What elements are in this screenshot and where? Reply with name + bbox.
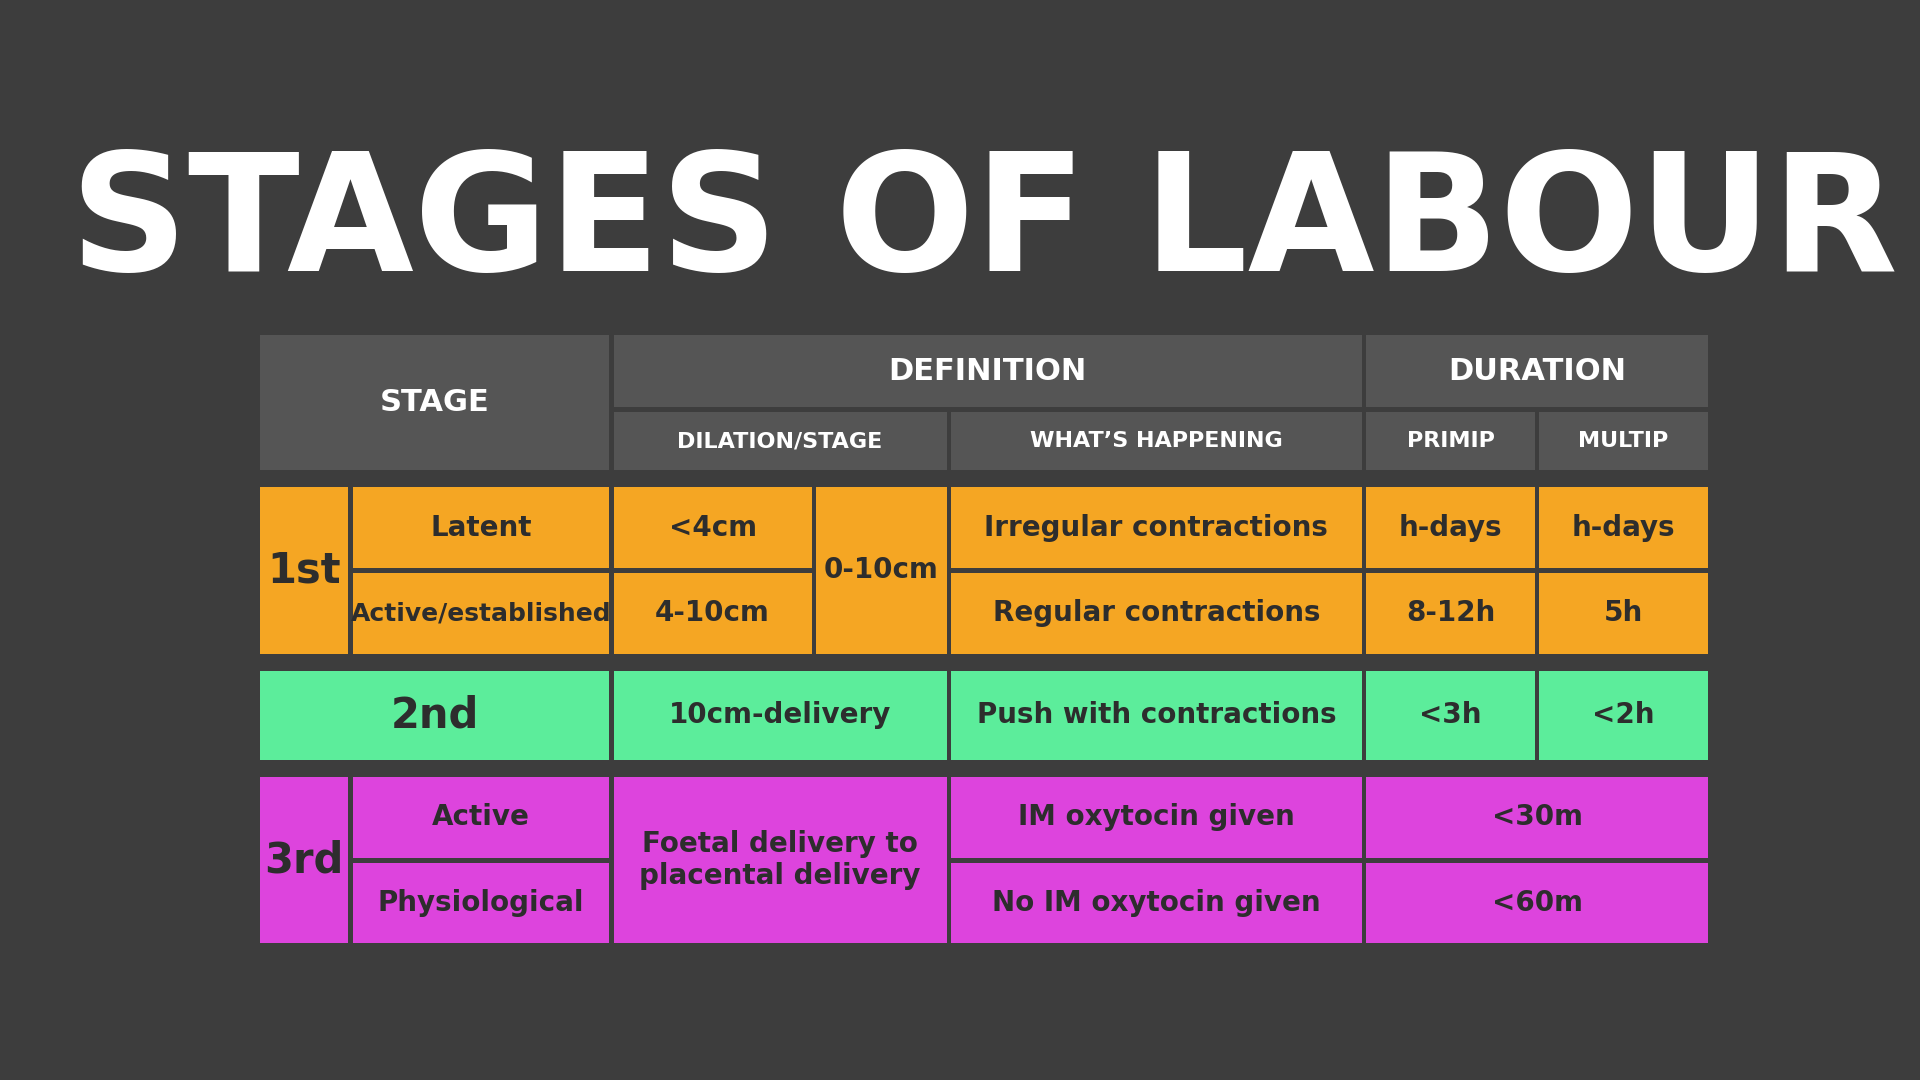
Text: 2nd: 2nd bbox=[390, 694, 478, 737]
FancyBboxPatch shape bbox=[353, 863, 609, 943]
Text: STAGE: STAGE bbox=[380, 388, 490, 417]
FancyBboxPatch shape bbox=[1367, 487, 1534, 568]
FancyBboxPatch shape bbox=[1367, 777, 1709, 858]
Text: 8-12h: 8-12h bbox=[1405, 599, 1496, 627]
Text: 4-10cm: 4-10cm bbox=[655, 599, 770, 627]
FancyBboxPatch shape bbox=[1367, 671, 1534, 759]
Text: <30m: <30m bbox=[1492, 804, 1582, 832]
Text: IM oxytocin given: IM oxytocin given bbox=[1018, 804, 1294, 832]
FancyBboxPatch shape bbox=[614, 335, 1361, 407]
Text: Foetal delivery to
placental delivery: Foetal delivery to placental delivery bbox=[639, 829, 922, 890]
FancyBboxPatch shape bbox=[614, 413, 947, 470]
Text: 5h: 5h bbox=[1603, 599, 1644, 627]
FancyBboxPatch shape bbox=[353, 777, 609, 858]
FancyBboxPatch shape bbox=[1540, 671, 1709, 759]
FancyBboxPatch shape bbox=[1540, 572, 1709, 653]
FancyBboxPatch shape bbox=[1367, 863, 1709, 943]
FancyBboxPatch shape bbox=[950, 863, 1361, 943]
FancyBboxPatch shape bbox=[353, 487, 609, 568]
Text: STAGES OF LABOUR: STAGES OF LABOUR bbox=[69, 146, 1899, 305]
FancyBboxPatch shape bbox=[950, 671, 1361, 759]
Text: Active: Active bbox=[432, 804, 530, 832]
Text: 0-10cm: 0-10cm bbox=[824, 556, 939, 584]
Text: DURATION: DURATION bbox=[1448, 356, 1626, 386]
Text: 1st: 1st bbox=[267, 550, 342, 592]
Text: DILATION/STAGE: DILATION/STAGE bbox=[678, 431, 883, 451]
Text: 3rd: 3rd bbox=[265, 839, 344, 881]
FancyBboxPatch shape bbox=[1540, 487, 1709, 568]
FancyBboxPatch shape bbox=[1540, 413, 1709, 470]
FancyBboxPatch shape bbox=[259, 777, 348, 943]
Text: Irregular contractions: Irregular contractions bbox=[985, 514, 1329, 541]
FancyBboxPatch shape bbox=[1367, 572, 1534, 653]
FancyBboxPatch shape bbox=[614, 572, 812, 653]
Text: <4cm: <4cm bbox=[668, 514, 756, 541]
Text: No IM oxytocin given: No IM oxytocin given bbox=[993, 889, 1321, 917]
Text: Push with contractions: Push with contractions bbox=[977, 701, 1336, 729]
Text: 10cm-delivery: 10cm-delivery bbox=[668, 701, 891, 729]
Text: <2h: <2h bbox=[1592, 701, 1655, 729]
FancyBboxPatch shape bbox=[1367, 413, 1534, 470]
Text: DEFINITION: DEFINITION bbox=[889, 356, 1087, 386]
FancyBboxPatch shape bbox=[950, 777, 1361, 858]
FancyBboxPatch shape bbox=[950, 487, 1361, 568]
Text: <60m: <60m bbox=[1492, 889, 1582, 917]
Text: Regular contractions: Regular contractions bbox=[993, 599, 1321, 627]
FancyBboxPatch shape bbox=[259, 671, 609, 759]
FancyBboxPatch shape bbox=[816, 487, 947, 653]
FancyBboxPatch shape bbox=[950, 572, 1361, 653]
Text: h-days: h-days bbox=[1572, 514, 1676, 541]
Text: MULTIP: MULTIP bbox=[1578, 431, 1668, 451]
Text: Physiological: Physiological bbox=[378, 889, 584, 917]
FancyBboxPatch shape bbox=[614, 671, 947, 759]
FancyBboxPatch shape bbox=[614, 487, 812, 568]
FancyBboxPatch shape bbox=[1367, 335, 1709, 407]
Text: PRIMIP: PRIMIP bbox=[1407, 431, 1494, 451]
FancyBboxPatch shape bbox=[259, 487, 348, 653]
FancyBboxPatch shape bbox=[950, 413, 1361, 470]
Text: h-days: h-days bbox=[1398, 514, 1501, 541]
FancyBboxPatch shape bbox=[614, 777, 947, 943]
Text: <3h: <3h bbox=[1419, 701, 1482, 729]
Text: Latent: Latent bbox=[430, 514, 532, 541]
FancyBboxPatch shape bbox=[353, 572, 609, 653]
Text: Active/established: Active/established bbox=[351, 602, 611, 625]
FancyBboxPatch shape bbox=[259, 335, 609, 470]
Text: WHAT’S HAPPENING: WHAT’S HAPPENING bbox=[1029, 431, 1283, 451]
